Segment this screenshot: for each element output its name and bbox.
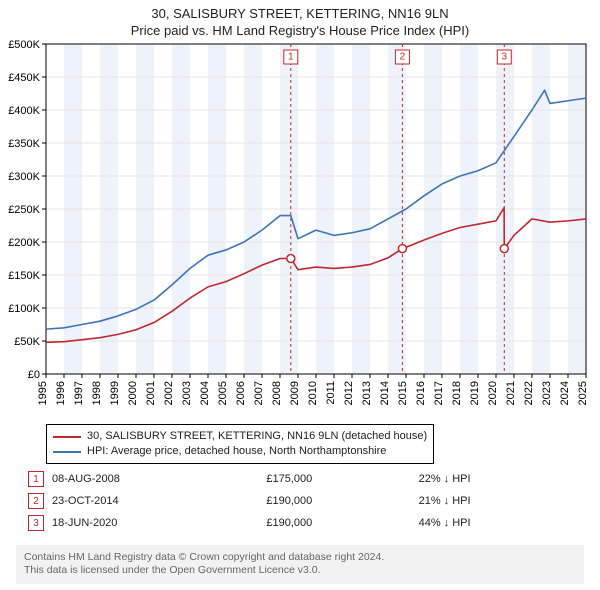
chart-plot: £0 £50K £100K £150K £200K £250K £300K £350K £400…	[0, 0, 600, 414]
svg-text:2010: 2010	[307, 381, 319, 405]
svg-text:£150K: £150K	[8, 270, 40, 282]
event-date: 23-OCT-2014	[48, 490, 262, 512]
svg-text:2000: 2000	[127, 381, 139, 405]
svg-text:2006: 2006	[235, 381, 247, 405]
event-delta: 44% ↓ HPI	[415, 512, 584, 534]
svg-text:2007: 2007	[253, 381, 265, 405]
svg-text:2024: 2024	[559, 381, 571, 405]
event-delta: 22% ↓ HPI	[415, 468, 584, 490]
svg-text:2019: 2019	[469, 381, 481, 405]
svg-text:2018: 2018	[451, 381, 463, 405]
svg-text:1999: 1999	[109, 381, 121, 405]
legend: 30, SALISBURY STREET, KETTERING, NN16 9L…	[46, 424, 434, 464]
svg-text:£250K: £250K	[8, 204, 40, 216]
event-marker-icon: 1	[28, 471, 44, 487]
events-table-row: 223-OCT-2014£190,00021% ↓ HPI	[24, 490, 584, 512]
legend-swatch-hpi	[53, 451, 81, 453]
event-price: £190,000	[262, 512, 414, 534]
svg-text:2008: 2008	[271, 381, 283, 405]
svg-text:2012: 2012	[343, 381, 355, 405]
svg-text:2014: 2014	[379, 381, 391, 405]
svg-text:£400K: £400K	[8, 105, 40, 117]
svg-text:1998: 1998	[91, 381, 103, 405]
svg-text:£50K: £50K	[14, 336, 40, 348]
events-table: 108-AUG-2008£175,00022% ↓ HPI223-OCT-201…	[24, 468, 584, 534]
svg-text:2017: 2017	[433, 381, 445, 405]
svg-text:1996: 1996	[55, 381, 67, 405]
svg-text:2002: 2002	[163, 381, 175, 405]
svg-text:2022: 2022	[523, 381, 535, 405]
events-table-row: 318-JUN-2020£190,00044% ↓ HPI	[24, 512, 584, 534]
svg-text:2013: 2013	[361, 381, 373, 405]
svg-text:1: 1	[288, 52, 294, 63]
svg-text:1997: 1997	[73, 381, 85, 405]
legend-label-hpi: HPI: Average price, detached house, Nort…	[87, 444, 386, 459]
svg-text:£300K: £300K	[8, 171, 40, 183]
event-delta: 21% ↓ HPI	[415, 490, 584, 512]
svg-text:1995: 1995	[37, 381, 49, 405]
event-price: £175,000	[262, 468, 414, 490]
svg-text:£450K: £450K	[8, 72, 40, 84]
svg-text:3: 3	[501, 52, 507, 63]
svg-text:2023: 2023	[541, 381, 553, 405]
event-marker-icon: 2	[28, 493, 44, 509]
svg-text:£200K: £200K	[8, 237, 40, 249]
svg-text:2011: 2011	[325, 381, 337, 405]
events-table-row: 108-AUG-2008£175,00022% ↓ HPI	[24, 468, 584, 490]
footer-line1: Contains HM Land Registry data © Crown c…	[24, 551, 576, 565]
svg-text:2: 2	[400, 52, 406, 63]
svg-text:£0: £0	[28, 369, 40, 381]
svg-text:£100K: £100K	[8, 303, 40, 315]
legend-item-subject: 30, SALISBURY STREET, KETTERING, NN16 9L…	[53, 429, 427, 444]
svg-text:2020: 2020	[487, 381, 499, 405]
chart-container: { "title": "30, SALISBURY STREET, KETTER…	[0, 0, 600, 590]
footer-line2: This data is licensed under the Open Gov…	[24, 564, 576, 578]
svg-text:2021: 2021	[505, 381, 517, 405]
svg-text:2025: 2025	[577, 381, 589, 405]
svg-text:2015: 2015	[397, 381, 409, 405]
svg-text:2009: 2009	[289, 381, 301, 405]
events-table-wrap: 108-AUG-2008£175,00022% ↓ HPI223-OCT-201…	[24, 468, 584, 534]
event-price: £190,000	[262, 490, 414, 512]
svg-text:2001: 2001	[145, 381, 157, 405]
legend-item-hpi: HPI: Average price, detached house, Nort…	[53, 444, 427, 459]
svg-text:2016: 2016	[415, 381, 427, 405]
svg-text:2003: 2003	[181, 381, 193, 405]
svg-text:2005: 2005	[217, 381, 229, 405]
svg-text:£350K: £350K	[8, 138, 40, 150]
event-date: 08-AUG-2008	[48, 468, 262, 490]
event-marker-icon: 3	[28, 515, 44, 531]
event-date: 18-JUN-2020	[48, 512, 262, 534]
svg-text:2004: 2004	[199, 381, 211, 405]
legend-swatch-subject	[53, 436, 81, 438]
svg-text:£500K: £500K	[8, 39, 40, 51]
footer: Contains HM Land Registry data © Crown c…	[16, 545, 584, 584]
legend-label-subject: 30, SALISBURY STREET, KETTERING, NN16 9L…	[87, 429, 427, 444]
